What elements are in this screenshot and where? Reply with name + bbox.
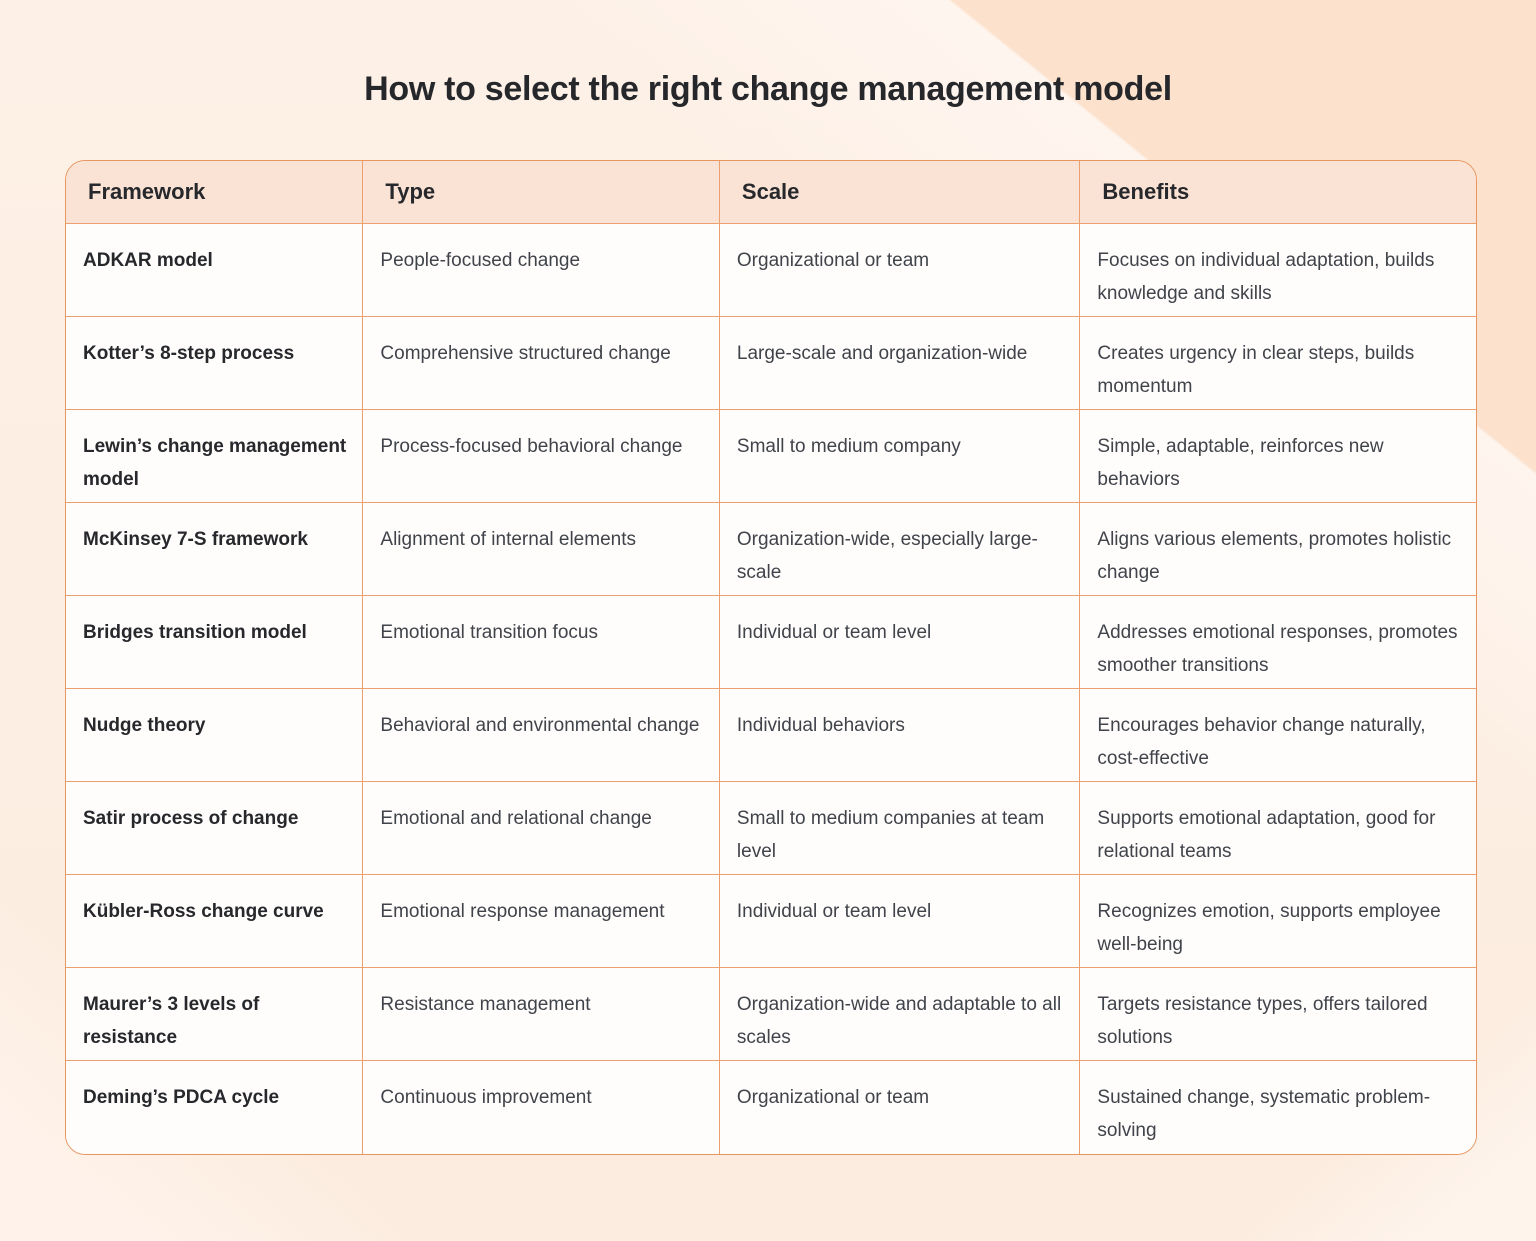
cell-benefits: Creates urgency in clear steps, builds m… (1079, 317, 1476, 410)
cell-scale: Individual or team level (718, 596, 1080, 689)
cell-benefits: Encourages behavior change naturally, co… (1079, 689, 1476, 782)
cell-type: Emotional response management (362, 875, 719, 968)
table-row: Kotter’s 8-step process Comprehensive st… (66, 317, 1476, 410)
cell-scale: Organizational or team (718, 1061, 1080, 1154)
cell-scale: Individual or team level (718, 875, 1080, 968)
cell-framework: ADKAR model (66, 224, 363, 317)
cell-framework: Bridges transition model (66, 596, 363, 689)
frameworks-table: Framework Type Scale Benefits ADKAR mode… (66, 161, 1476, 1154)
change-management-table: Framework Type Scale Benefits ADKAR mode… (65, 160, 1477, 1155)
table-row: ADKAR model People-focused change Organi… (66, 224, 1476, 317)
cell-scale: Individual behaviors (718, 689, 1080, 782)
cell-type: Resistance management (362, 968, 719, 1061)
cell-framework: Kotter’s 8-step process (66, 317, 363, 410)
cell-benefits: Simple, adaptable, reinforces new behavi… (1079, 410, 1476, 503)
cell-framework: Nudge theory (66, 689, 363, 782)
cell-type: Comprehensive structured change (362, 317, 719, 410)
column-header-framework: Framework (66, 161, 363, 224)
table-row: Deming’s PDCA cycle Continuous improveme… (66, 1061, 1476, 1154)
cell-type: People-focused change (362, 224, 719, 317)
cell-framework: Lewin’s change management model (66, 410, 363, 503)
cell-type: Process-focused behavioral change (362, 410, 719, 503)
cell-benefits: Addresses emotional responses, promotes … (1079, 596, 1476, 689)
cell-framework: McKinsey 7-S framework (66, 503, 363, 596)
cell-benefits: Targets resistance types, offers tailore… (1079, 968, 1476, 1061)
cell-scale: Organizational or team (718, 224, 1080, 317)
table-row: Bridges transition model Emotional trans… (66, 596, 1476, 689)
table-row: Lewin’s change management model Process-… (66, 410, 1476, 503)
table-row: Satir process of change Emotional and re… (66, 782, 1476, 875)
cell-framework: Kübler-Ross change curve (66, 875, 363, 968)
table-row: Maurer’s 3 levels of resistance Resistan… (66, 968, 1476, 1061)
page-title: How to select the right change managemen… (364, 70, 1172, 108)
cell-framework: Maurer’s 3 levels of resistance (66, 968, 363, 1061)
cell-scale: Large-scale and organization-wide (718, 317, 1080, 410)
cell-framework: Satir process of change (66, 782, 363, 875)
cell-type: Emotional and relational change (362, 782, 719, 875)
cell-type: Behavioral and environmental change (362, 689, 719, 782)
cell-scale: Small to medium companies at team level (718, 782, 1080, 875)
table-row: Nudge theory Behavioral and environmenta… (66, 689, 1476, 782)
table-row: McKinsey 7-S framework Alignment of inte… (66, 503, 1476, 596)
column-header-benefits: Benefits (1079, 161, 1476, 224)
column-header-scale: Scale (718, 161, 1080, 224)
cell-benefits: Aligns various elements, promotes holist… (1079, 503, 1476, 596)
table-header-row: Framework Type Scale Benefits (66, 161, 1476, 224)
cell-benefits: Sustained change, systematic problem-sol… (1079, 1061, 1476, 1154)
cell-scale: Organization-wide and adaptable to all s… (718, 968, 1080, 1061)
cell-benefits: Recognizes emotion, supports employee we… (1079, 875, 1476, 968)
column-header-type: Type (362, 161, 719, 224)
cell-scale: Organization-wide, especially large-scal… (718, 503, 1080, 596)
cell-framework: Deming’s PDCA cycle (66, 1061, 363, 1154)
cell-benefits: Focuses on individual adaptation, builds… (1079, 224, 1476, 317)
cell-type: Alignment of internal elements (362, 503, 719, 596)
cell-type: Continuous improvement (362, 1061, 719, 1154)
cell-type: Emotional transition focus (362, 596, 719, 689)
table-row: Kübler-Ross change curve Emotional respo… (66, 875, 1476, 968)
cell-scale: Small to medium company (718, 410, 1080, 503)
cell-benefits: Supports emotional adaptation, good for … (1079, 782, 1476, 875)
